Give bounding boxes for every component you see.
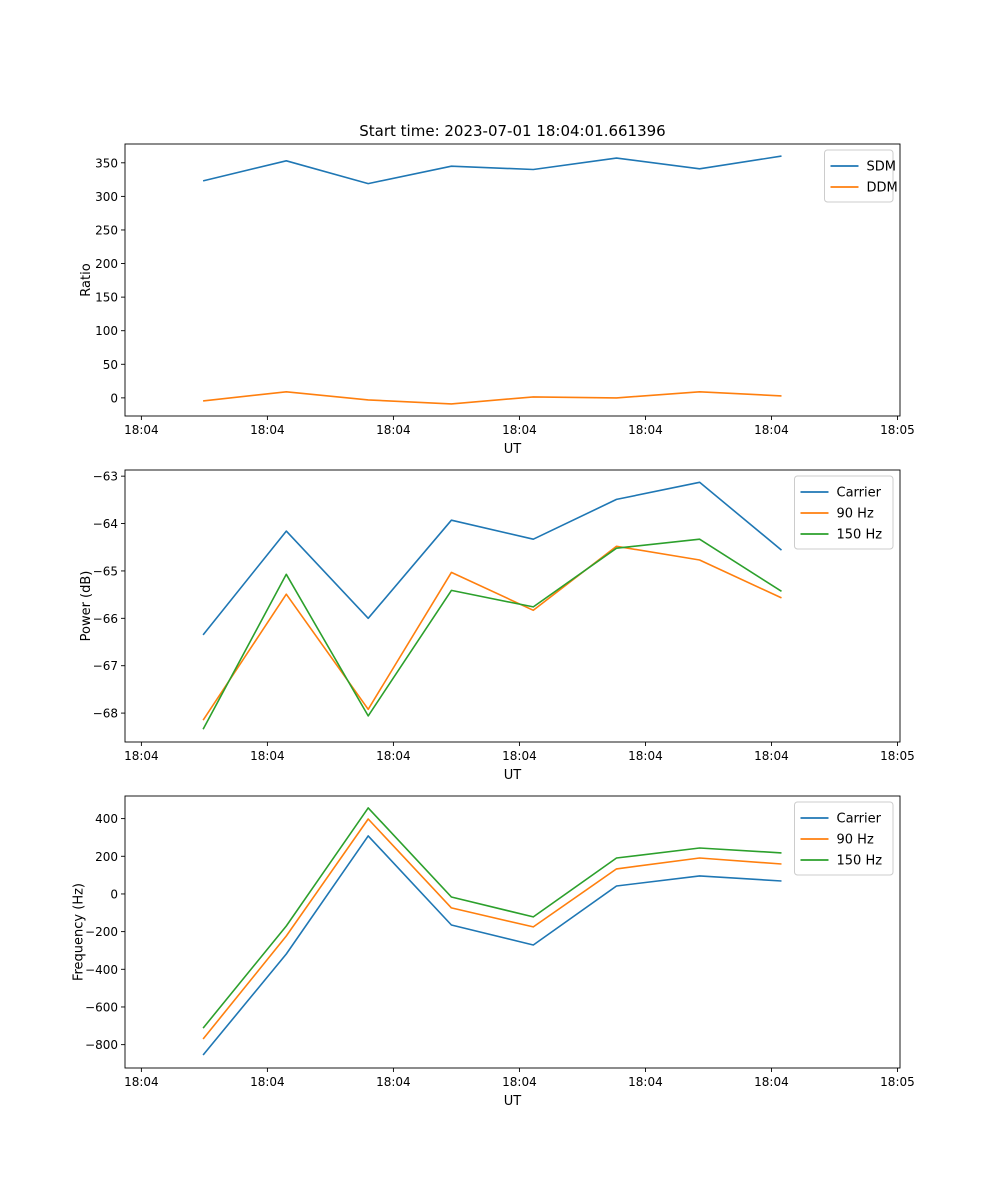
y-tick-label: −200 bbox=[85, 925, 118, 939]
y-tick-label: −66 bbox=[93, 612, 118, 626]
axes-frame bbox=[124, 795, 901, 1069]
y-tick-label: 150 bbox=[95, 291, 118, 305]
series-line-ddm bbox=[203, 390, 782, 405]
x-tick-label: 18:04 bbox=[124, 423, 159, 437]
legend-label: 150 Hz bbox=[837, 528, 883, 543]
axes-frame bbox=[124, 143, 901, 417]
x-tick-label: 18:04 bbox=[628, 749, 663, 763]
legend-label: Carrier bbox=[837, 486, 882, 501]
x-tick-label: 18:04 bbox=[502, 1075, 537, 1089]
y-tick-label: −64 bbox=[93, 517, 118, 531]
series-line-carrier bbox=[202, 481, 783, 636]
x-tick-label: 18:04 bbox=[376, 749, 411, 763]
y-tick-label: 400 bbox=[95, 812, 118, 826]
y-tick-label: −63 bbox=[93, 470, 118, 484]
x-axis-label: UT bbox=[504, 442, 522, 457]
y-tick-label: 0 bbox=[110, 391, 118, 405]
x-tick-label: 18:04 bbox=[628, 423, 663, 437]
legend: Carrier 90 Hz 150 Hz bbox=[794, 475, 894, 550]
y-tick-label: 200 bbox=[95, 850, 118, 864]
legend-box bbox=[794, 801, 894, 876]
chart-title: Start time: 2023-07-01 18:04:01.661396 bbox=[359, 122, 665, 140]
y-tick-label: 300 bbox=[95, 190, 118, 204]
y-tick-label: 0 bbox=[110, 887, 118, 901]
legend-label: 150 Hz bbox=[837, 854, 883, 869]
series-line-150-hz bbox=[202, 538, 782, 730]
y-axis-label: Frequency (Hz) bbox=[72, 883, 87, 981]
y-tick-label: 50 bbox=[103, 358, 118, 372]
legend: Carrier 90 Hz 150 Hz bbox=[794, 801, 894, 876]
legend-box bbox=[794, 475, 894, 550]
y-tick-label: −800 bbox=[85, 1038, 118, 1052]
x-tick-label: 18:04 bbox=[376, 1075, 411, 1089]
x-tick-label: 18:04 bbox=[754, 423, 789, 437]
x-tick-label: 18:04 bbox=[250, 749, 285, 763]
y-tick-label: −68 bbox=[93, 707, 118, 721]
axes-frame bbox=[124, 469, 901, 743]
y-axis-label: Ratio bbox=[79, 263, 94, 296]
x-tick-label: 18:04 bbox=[376, 423, 411, 437]
subplot-1: Start time: 2023-07-01 18:04:01.661396 18… bbox=[79, 122, 915, 457]
x-tick-label: 18:04 bbox=[502, 749, 537, 763]
subplot-3: 18:04 18:04 18:04 18:04 18:04 18:04 18:05 UT −80… bbox=[72, 795, 915, 1109]
y-tick-label: −600 bbox=[85, 1000, 118, 1014]
x-tick-label: 18:05 bbox=[880, 1075, 915, 1089]
legend-label: DDM bbox=[867, 181, 898, 196]
x-tick-label: 18:04 bbox=[124, 1075, 159, 1089]
x-tick-label: 18:04 bbox=[250, 423, 285, 437]
y-tick-label: 200 bbox=[95, 257, 118, 271]
series-line-sdm bbox=[202, 155, 782, 185]
y-tick-label: 250 bbox=[95, 223, 118, 237]
x-tick-label: 18:05 bbox=[880, 423, 915, 437]
series-line-90-hz bbox=[202, 818, 782, 1040]
y-tick-label: 100 bbox=[95, 324, 118, 338]
subplot-2: 18:04 18:04 18:04 18:04 18:04 18:04 18:05 UT −68… bbox=[79, 469, 915, 783]
x-tick-label: 18:04 bbox=[628, 1075, 663, 1089]
legend-label: 90 Hz bbox=[837, 833, 874, 848]
y-tick-label: −65 bbox=[93, 564, 118, 578]
x-axis-label: UT bbox=[504, 1094, 522, 1109]
series-line-carrier bbox=[202, 835, 782, 1056]
y-tick-label: −400 bbox=[85, 963, 118, 977]
y-tick-label: −67 bbox=[93, 659, 118, 673]
legend-box bbox=[824, 149, 894, 203]
legend-label: 90 Hz bbox=[837, 507, 874, 522]
legend: SDM DDM bbox=[824, 149, 898, 203]
x-tick-label: 18:04 bbox=[754, 1075, 789, 1089]
series-line-150-hz bbox=[202, 807, 782, 1029]
x-tick-label: 18:05 bbox=[880, 749, 915, 763]
legend-label: Carrier bbox=[837, 812, 882, 827]
x-tick-label: 18:04 bbox=[124, 749, 159, 763]
legend-label: SDM bbox=[867, 160, 896, 175]
series-line-90-hz bbox=[202, 545, 782, 721]
y-axis-label: Power (dB) bbox=[79, 571, 94, 642]
x-tick-label: 18:04 bbox=[502, 423, 537, 437]
x-tick-label: 18:04 bbox=[754, 749, 789, 763]
y-tick-label: 350 bbox=[95, 156, 118, 170]
x-axis-label: UT bbox=[504, 768, 522, 783]
x-tick-label: 18:04 bbox=[250, 1075, 285, 1089]
